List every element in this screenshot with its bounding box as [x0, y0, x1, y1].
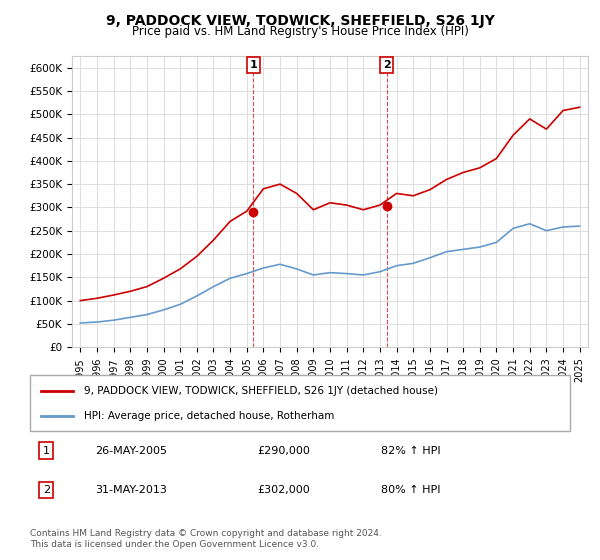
Text: £302,000: £302,000 [257, 485, 310, 495]
Text: 2: 2 [43, 485, 50, 495]
Text: 9, PADDOCK VIEW, TODWICK, SHEFFIELD, S26 1JY (detached house): 9, PADDOCK VIEW, TODWICK, SHEFFIELD, S26… [84, 386, 438, 396]
Text: Price paid vs. HM Land Registry's House Price Index (HPI): Price paid vs. HM Land Registry's House … [131, 25, 469, 38]
Text: 1: 1 [43, 446, 50, 456]
Text: 1: 1 [250, 60, 257, 70]
Text: 31-MAY-2013: 31-MAY-2013 [95, 485, 167, 495]
Text: Contains HM Land Registry data © Crown copyright and database right 2024.
This d: Contains HM Land Registry data © Crown c… [30, 529, 382, 549]
Text: 9, PADDOCK VIEW, TODWICK, SHEFFIELD, S26 1JY: 9, PADDOCK VIEW, TODWICK, SHEFFIELD, S26… [106, 14, 494, 28]
Text: 2: 2 [383, 60, 391, 70]
Text: £290,000: £290,000 [257, 446, 310, 456]
Text: HPI: Average price, detached house, Rotherham: HPI: Average price, detached house, Roth… [84, 410, 334, 421]
Text: 26-MAY-2005: 26-MAY-2005 [95, 446, 167, 456]
FancyBboxPatch shape [30, 375, 570, 431]
Text: 82% ↑ HPI: 82% ↑ HPI [381, 446, 440, 456]
Text: 80% ↑ HPI: 80% ↑ HPI [381, 485, 440, 495]
